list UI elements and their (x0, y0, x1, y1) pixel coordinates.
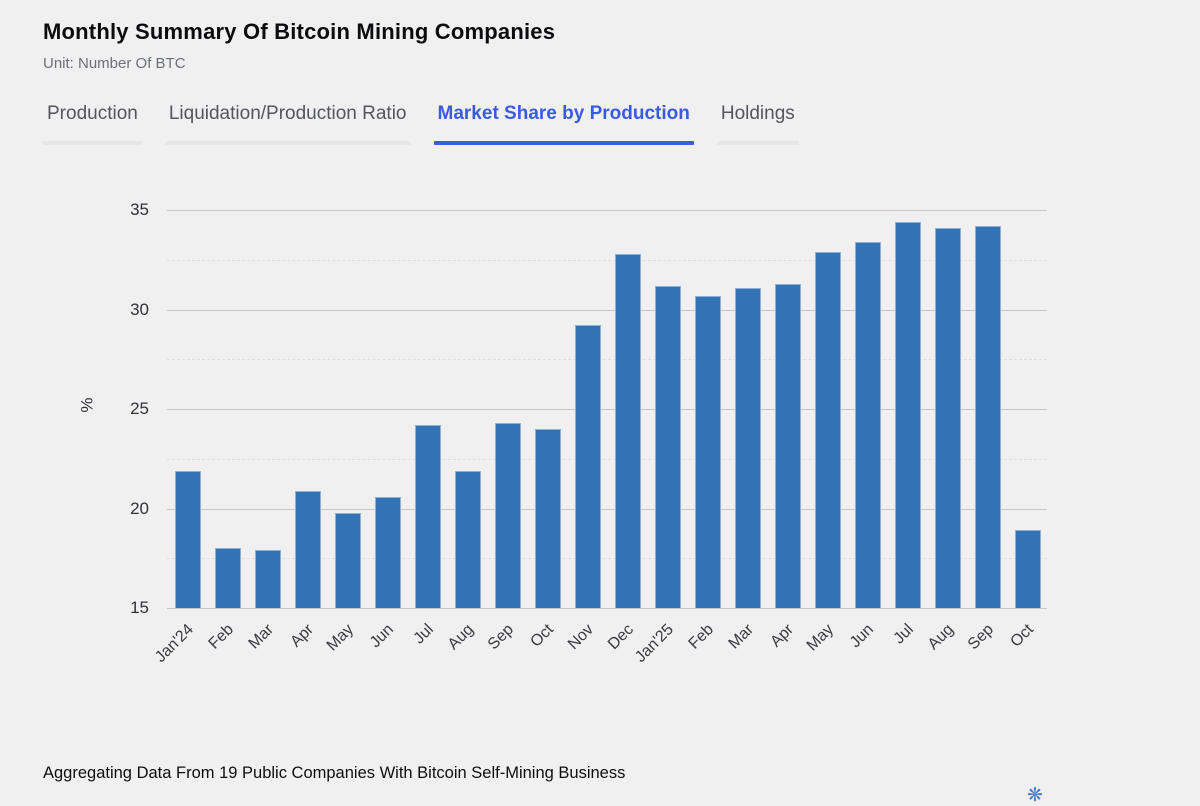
gridline (167, 608, 1047, 609)
partial-logo-icon: ❋ (1027, 785, 1043, 806)
bar-may (814, 251, 841, 608)
gridline (167, 508, 1047, 510)
bar-feb (694, 295, 721, 608)
tab-production[interactable]: Production (43, 103, 142, 145)
tab-market-share-by-production[interactable]: Market Share by Production (433, 103, 694, 145)
plot-area: 15 20 25 30 35 Jan'24 Feb Mar Apr May Jun Jul Aug Sep… (130, 200, 1047, 666)
tab-label: Production (47, 103, 138, 124)
footer-note: Aggregating Data From 19 Public Companie… (43, 764, 626, 782)
bar-jun (854, 241, 881, 608)
bar-jan-25 (654, 285, 681, 608)
bar-sep (974, 225, 1001, 608)
bar-chart: % 15 20 25 30 35 Jan'24 Feb Mar Apr May Jun Jul Aug S… (77, 200, 1047, 666)
tab-label: Holdings (720, 103, 795, 124)
bar-apr (774, 283, 801, 608)
bar-apr (294, 490, 321, 608)
page-subtitle: Unit: Number Of BTC (43, 55, 186, 72)
y-axis-tick: 15 (130, 598, 149, 617)
gridline (167, 558, 1047, 560)
bar-jun (374, 496, 401, 608)
y-axis-tick: 20 (130, 498, 149, 518)
tab-label: Liquidation/Production Ratio (168, 103, 407, 124)
gridline (167, 259, 1047, 261)
bar-jul (414, 424, 441, 608)
bar-feb (214, 548, 241, 608)
bar-sep (494, 422, 521, 608)
tab-underline (43, 141, 142, 145)
gridline (167, 458, 1047, 460)
page-title: Monthly Summary Of Bitcoin Mining Compan… (43, 19, 556, 44)
active-tab-underline (433, 141, 694, 145)
bar-oct (534, 428, 561, 608)
bar-mar (734, 287, 761, 608)
bar-aug (934, 227, 961, 608)
chart-tabs: Production Liquidation/Production Ratio Ma… (43, 103, 822, 145)
gridline (167, 409, 1047, 410)
tab-label: Market Share by Production (437, 103, 690, 124)
bar-jul (894, 221, 921, 608)
gridline (167, 359, 1047, 361)
bar-nov (574, 325, 601, 608)
bar-aug (454, 470, 481, 608)
bar-mar (254, 550, 281, 608)
y-axis-label: % (77, 397, 97, 413)
tab-underline (716, 141, 799, 145)
header: Monthly Summary Of Bitcoin Mining Compan… (43, 19, 555, 72)
tab-holdings[interactable]: Holdings (716, 103, 799, 145)
bar-jan-24 (174, 470, 201, 608)
y-axis-tick: 35 (130, 200, 149, 219)
y-axis-tick: 25 (130, 399, 149, 418)
gridline (167, 210, 1047, 211)
bar-dec (614, 253, 641, 608)
bar-may (334, 512, 361, 608)
bar-oct (1014, 530, 1041, 608)
tab-liquidation-production-ratio[interactable]: Liquidation/Production Ratio (164, 103, 411, 145)
tab-underline (164, 141, 411, 145)
y-axis-tick: 30 (130, 299, 149, 319)
gridline (167, 309, 1047, 311)
